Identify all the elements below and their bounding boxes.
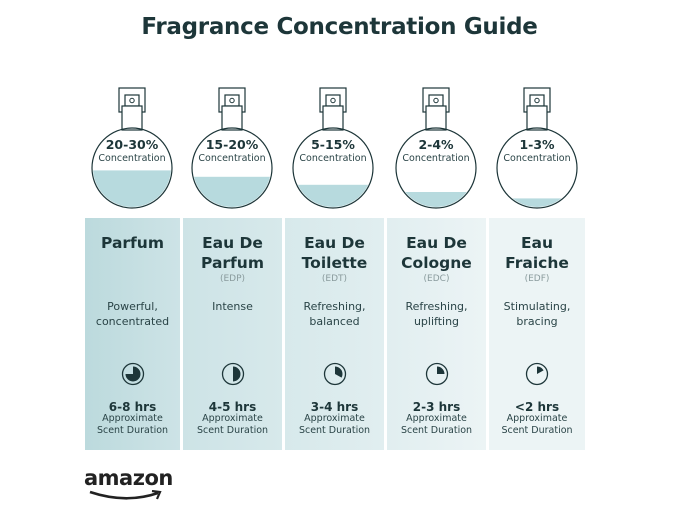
type-column-4: Eau Fraiche (EDF) Stimulating, bracing <2 … [489,218,585,450]
liquid-fill [294,184,372,207]
bottle-4: 1-3% Concentration [487,84,587,210]
type-abbreviation: (EDP) [219,274,246,284]
type-column-3: Eau De Cologne (EDC) Refreshing, uplifting… [387,218,486,450]
liquid-fill [397,192,475,207]
duration-label-line2: Scent Duration [501,425,573,436]
liquid-fill [93,170,171,207]
duration-label-line1: Approximate [304,413,365,424]
duration-value: 4-5 hrs [208,400,257,414]
type-column-2: Eau De Toilette (EDT) Refreshing, balanced… [285,218,384,450]
duration-label-line2: Scent Duration [400,425,473,436]
type-column-0: Parfum Powerful, concentrated 6-8 hrs App… [85,218,180,450]
concentration-value: 15-20% [205,137,259,152]
perfume-bottle-icon [292,87,374,209]
duration-label-line1: Approximate [102,413,163,424]
clock-icon [525,362,549,386]
type-abbreviation: (EDC) [423,274,450,284]
description-line1: Powerful, [107,300,158,313]
duration-label-line2: Scent Duration [298,425,371,436]
concentration-value: 5-15% [311,137,355,152]
type-name-line2: Parfum [201,254,264,272]
duration-label-line2: Scent Duration [196,425,269,436]
type-abbreviation [85,274,180,288]
liquid-fill [193,176,271,207]
type-name-line1: Eau De [304,234,365,252]
clock-icon [121,362,144,386]
concentration-label: Concentration [299,153,367,164]
duration-label-line2: Scent Duration [96,425,169,436]
type-abbreviation: (EDF) [524,274,550,284]
perfume-bottle-icon [395,87,477,209]
duration-value: <2 hrs [514,400,560,414]
concentration-label: Concentration [198,153,266,164]
clock-icon [323,362,346,386]
bottle-3: 2-4% Concentration [386,84,486,210]
duration-label-line1: Approximate [506,413,568,424]
concentration-value: 1-3% [519,137,555,152]
concentration-value: 2-4% [418,137,454,152]
duration-label-line1: Approximate [202,413,263,424]
description-line1: Stimulating, [503,300,571,313]
type-name-line1: Eau De [406,234,467,252]
perfume-bottle-icon [91,87,173,209]
clock-icon [221,362,244,386]
type-name-line1: Eau [520,234,554,252]
type-name-line1: Parfum [101,234,164,252]
type-column-1: Eau De Parfum (EDP) Intense 4-5 hrs Appro… [183,218,282,450]
description-line2: uplifting [413,315,460,328]
description-line2: concentrated [95,315,170,328]
description-line1: Refreshing, [303,300,366,313]
description-line2: bracing [516,315,558,328]
description-line1: Intense [212,300,253,313]
description-line1: Refreshing, [405,300,468,313]
concentration-label: Concentration [402,153,470,164]
concentration-value: 20-30% [105,137,159,152]
type-name-line2: Toilette [301,254,368,272]
type-name-line2: Cologne [401,254,472,272]
type-name-line2: Fraiche [505,254,569,272]
perfume-bottle-icon [496,87,578,209]
bottle-1: 15-20% Concentration [182,84,282,210]
clock-icon [425,362,448,386]
description-line2: balanced [309,315,360,328]
duration-label-line1: Approximate [406,413,467,424]
bottle-0: 20-30% Concentration [82,84,182,210]
liquid-fill [498,198,576,207]
duration-value: 2-3 hrs [412,400,461,414]
concentration-label: Concentration [503,153,571,164]
concentration-label: Concentration [98,153,166,164]
perfume-bottle-icon [191,87,273,209]
smile-arrow-icon [89,490,162,500]
page-title: Fragrance Concentration Guide [141,14,538,40]
duration-value: 6-8 hrs [108,400,157,414]
duration-value: 3-4 hrs [310,400,359,414]
type-name-line1: Eau De [202,234,263,252]
logo-text: amazon [84,466,173,490]
type-abbreviation: (EDT) [321,274,348,284]
amazon-logo: amazon [84,466,173,500]
bottle-2: 5-15% Concentration [283,84,383,210]
